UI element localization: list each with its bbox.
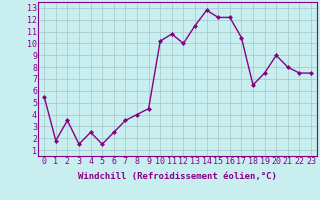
X-axis label: Windchill (Refroidissement éolien,°C): Windchill (Refroidissement éolien,°C) — [78, 172, 277, 181]
